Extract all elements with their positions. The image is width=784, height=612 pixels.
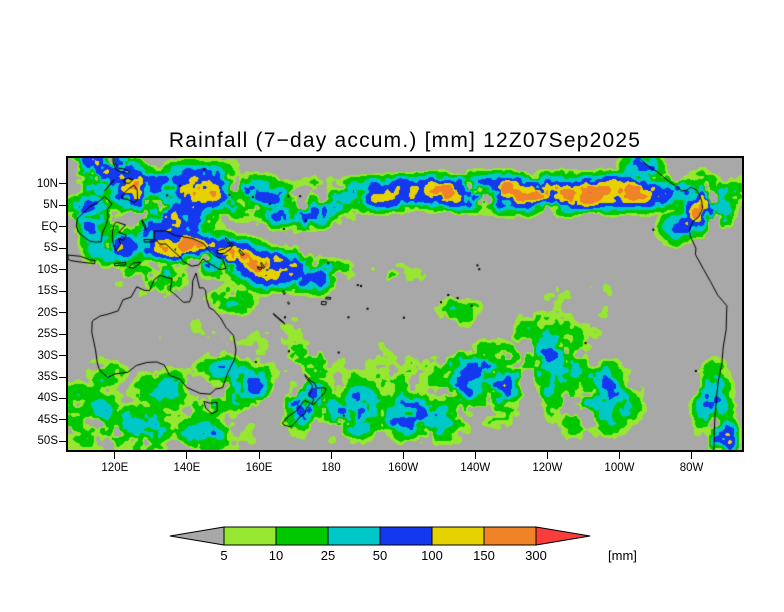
legend-threshold-label: 50 (373, 548, 387, 563)
legend-threshold-label: 25 (321, 548, 335, 563)
lon-tick (474, 452, 476, 459)
legend-swatch-2 (275, 526, 329, 546)
lat-tick (59, 204, 66, 206)
legend-swatch-1 (223, 526, 277, 546)
lat-tick (59, 440, 66, 442)
lat-tick-label: 15S (37, 285, 58, 298)
legend-swatch-4 (379, 526, 433, 546)
lon-tick (546, 452, 548, 459)
legend-swatch-5 (431, 526, 485, 546)
lat-tick (59, 397, 66, 399)
lat-tick-label: 5S (43, 242, 58, 255)
lat-tick (59, 183, 66, 185)
lon-tick-label: 160W (388, 462, 419, 474)
lat-tick-label: 35S (37, 371, 58, 383)
lat-tick-label: 10N (36, 177, 58, 190)
lon-tick-label: 160E (245, 462, 273, 474)
lat-tick (59, 247, 66, 249)
lon-tick (186, 452, 188, 459)
lon-tick-label: 80W (679, 462, 704, 474)
lat-tick (59, 419, 66, 421)
lon-tick (402, 452, 404, 459)
lat-tick-label: EQ (41, 220, 58, 233)
lat-tick-label: 45S (37, 413, 58, 426)
lat-tick (59, 290, 66, 292)
lat-tick-label: 5N (43, 199, 58, 212)
lon-tick (691, 452, 693, 459)
legend-unit-label: [mm] (608, 548, 637, 563)
lon-tick (114, 452, 116, 459)
legend-threshold-label: 150 (473, 548, 495, 563)
lat-tick (59, 269, 66, 271)
lon-tick (618, 452, 620, 459)
legend-swatch-6 (483, 526, 537, 546)
lat-tick-label: 30S (37, 349, 58, 362)
lon-tick-label: 100W (604, 462, 635, 474)
lon-tick (330, 452, 332, 459)
legend-arrow-high (535, 526, 591, 546)
lon-tick-label: 140E (173, 462, 201, 474)
lat-tick-label: 50S (37, 435, 58, 448)
lat-tick (59, 355, 66, 357)
legend-svg: 5 10 25 50 100 150 300 [mm] (169, 526, 637, 563)
legend-arrow-low (169, 526, 225, 546)
lat-tick (59, 376, 66, 378)
lat-tick-label: 25S (37, 328, 58, 341)
lon-tick-label: 140W (460, 462, 491, 474)
map-frame (66, 156, 744, 452)
lon-tick-label: 180 (321, 462, 341, 474)
legend-swatch-3 (327, 526, 381, 546)
chart-title: Rainfall (7−day accum.) [mm] 12Z07Sep202… (168, 129, 642, 152)
lat-tick-label: 20S (37, 306, 58, 319)
legend-threshold-label: 10 (269, 548, 283, 563)
lat-tick-label: 10S (37, 263, 58, 276)
lat-tick (59, 333, 66, 335)
lat-tick (59, 226, 66, 228)
legend-threshold-label: 100 (421, 548, 443, 563)
lon-tick (258, 452, 260, 459)
legend-threshold-label: 300 (525, 548, 547, 563)
legend-threshold-label: 5 (220, 548, 227, 563)
legend-colorbar: 5 10 25 50 100 150 300 [mm] (160, 522, 680, 568)
lon-tick-label: 120E (101, 462, 129, 474)
lon-tick-label: 120W (532, 462, 563, 474)
lat-tick (59, 312, 66, 314)
rainfall-map-canvas (68, 158, 742, 450)
lat-tick-label: 40S (37, 392, 58, 405)
